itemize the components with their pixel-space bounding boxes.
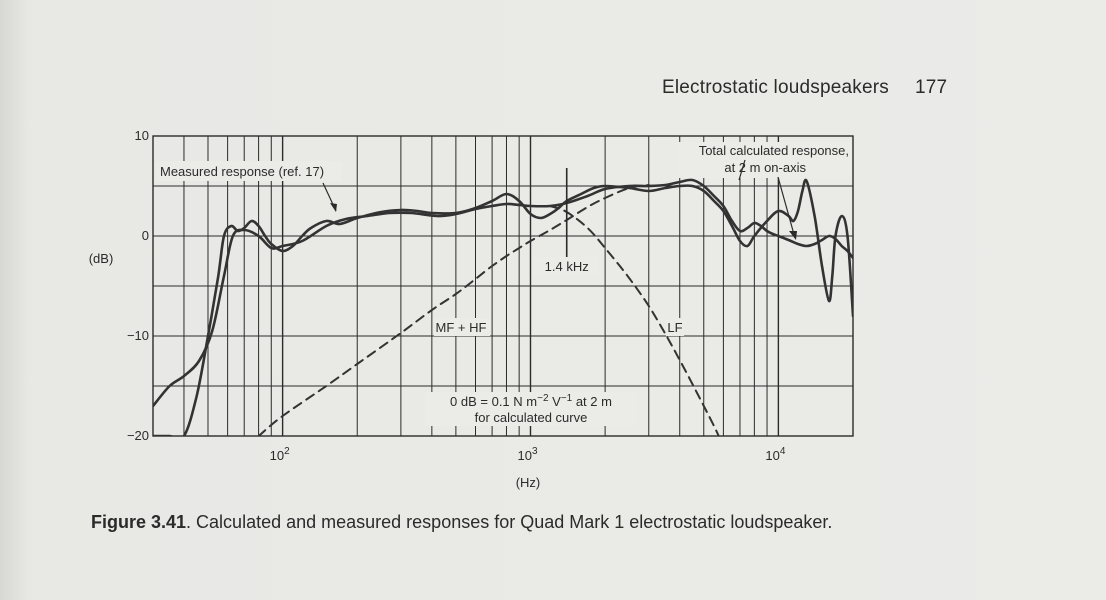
measured-label-bg — [156, 161, 342, 181]
page-number: 177 — [914, 77, 948, 98]
caption-text: . Calculated and measured responses for … — [186, 512, 833, 532]
crossover-label: 1.4 kHz — [545, 259, 589, 274]
reference-note-part: 0 dB = 0.1 N m — [450, 394, 537, 409]
reference-note-part: −1 — [561, 393, 573, 404]
y-axis-label: (dB) — [89, 251, 114, 266]
x-tick-label: 104 — [765, 446, 785, 463]
x-tick-label: 103 — [517, 446, 537, 463]
mf-hf-label: MF + HF — [436, 320, 487, 335]
total-leader-line-a — [738, 159, 746, 181]
reference-note-part: V — [549, 394, 562, 409]
measured-response-label: Measured response (ref. 17) — [160, 164, 324, 179]
x-axis-label: (Hz) — [516, 475, 541, 490]
series-lf-line — [549, 205, 720, 436]
crossover-label-bg — [532, 257, 599, 275]
reference-note-part: −2 — [537, 393, 549, 404]
x-tick-base: 10 — [270, 448, 284, 463]
reference-note-part: at 2 m — [572, 394, 612, 409]
x-tick-exponent: 3 — [532, 446, 538, 457]
series-measured-line — [153, 178, 853, 408]
x-tick-base: 10 — [517, 448, 531, 463]
annotations: Measured response (ref. 17) Total calcula… — [156, 142, 852, 426]
y-tick-label: 10 — [135, 128, 149, 143]
x-tick-exponent: 2 — [284, 446, 290, 457]
measured-leader-arrow — [330, 203, 337, 212]
mf-hf-label-bg — [434, 318, 490, 336]
y-tick-label: 0 — [142, 228, 149, 243]
total-response-label-line2: at 2 m on-axis — [724, 160, 806, 175]
total-leader-arrow — [789, 231, 797, 240]
x-tick-exponent: 4 — [780, 446, 786, 457]
reference-note-bg — [425, 392, 637, 426]
x-tick-label: 102 — [270, 446, 290, 463]
reference-note-line1: 0 dB = 0.1 N m−2 V−1 at 2 m — [450, 393, 612, 409]
lf-label: LF — [667, 320, 682, 335]
reference-note-line2: for calculated curve — [475, 410, 588, 425]
total-response-label-line1: Total calculated response, — [699, 143, 849, 158]
total-leader-line-b — [777, 176, 796, 239]
y-tick-label: −20 — [127, 428, 149, 443]
running-head: Electrostatic loudspeakers 177 — [662, 77, 947, 99]
x-tick-base: 10 — [765, 448, 779, 463]
plot-frame — [152, 135, 854, 437]
series-group — [153, 178, 853, 436]
figure-label: Figure 3.41 — [91, 512, 187, 532]
lf-label-bg — [666, 318, 684, 336]
frequency-response-chart: 100−10−20(dB)102 103 104(Hz)Measured respo… — [89, 128, 854, 490]
y-tick-label: −10 — [127, 328, 149, 343]
figure-caption: Figure 3.41. Calculated and measured res… — [91, 510, 951, 535]
section-title: Electrostatic loudspeakers — [662, 77, 889, 98]
series-total-line — [153, 178, 853, 436]
total-label-bg — [678, 142, 852, 178]
